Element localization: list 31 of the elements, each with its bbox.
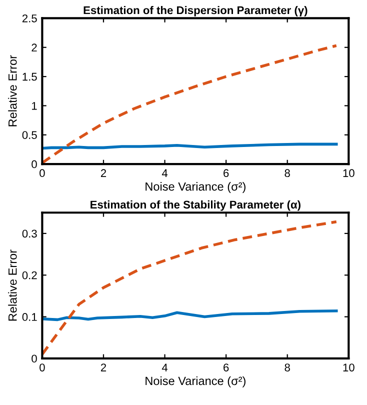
x-tick-label: 6 — [224, 169, 229, 178]
y-tick-label: 0 — [32, 354, 37, 363]
x-tick-label: 0 — [40, 169, 45, 178]
x-tick-label: 8 — [284, 364, 290, 372]
y-tick-label: 0 — [32, 160, 37, 168]
chart-title: Estimation of the Dispersion Parameter (γ) — [84, 6, 308, 16]
x-tick-label: 2 — [100, 364, 106, 372]
line-series — [42, 44, 338, 164]
x-tick-label: 2 — [100, 169, 106, 177]
y-axis-title: Relative Error — [8, 55, 17, 126]
y-tick-label: 0.2 — [22, 271, 37, 280]
line-series — [42, 220, 338, 356]
y-tick-label: 0.3 — [22, 230, 37, 238]
x-tick-label: 8 — [284, 169, 290, 178]
y-tick-label: 1 — [32, 102, 37, 110]
x-tick-label: 10 — [343, 169, 354, 178]
y-tick-label: 0.5 — [22, 131, 37, 139]
y-tick-label: 0.1 — [22, 313, 37, 321]
x-tick-label: 0 — [40, 364, 45, 372]
y-tick-label: 2 — [32, 44, 37, 52]
y-axis-title: Relative Error — [8, 250, 17, 321]
y-tick-label: 1.5 — [22, 72, 37, 81]
x-tick-label: 6 — [224, 364, 229, 372]
x-tick-label: 4 — [162, 169, 168, 177]
chart-title: Estimation of the Stability Parameter (α) — [90, 200, 300, 211]
x-axis-title: Noise Variance (σ²) — [146, 182, 246, 194]
y-tick-label: 2.5 — [22, 14, 37, 22]
line-series — [42, 310, 338, 322]
x-tick-label: 10 — [343, 364, 354, 372]
x-axis-title: Noise Variance (σ²) — [146, 376, 246, 388]
x-tick-label: 4 — [162, 364, 168, 372]
